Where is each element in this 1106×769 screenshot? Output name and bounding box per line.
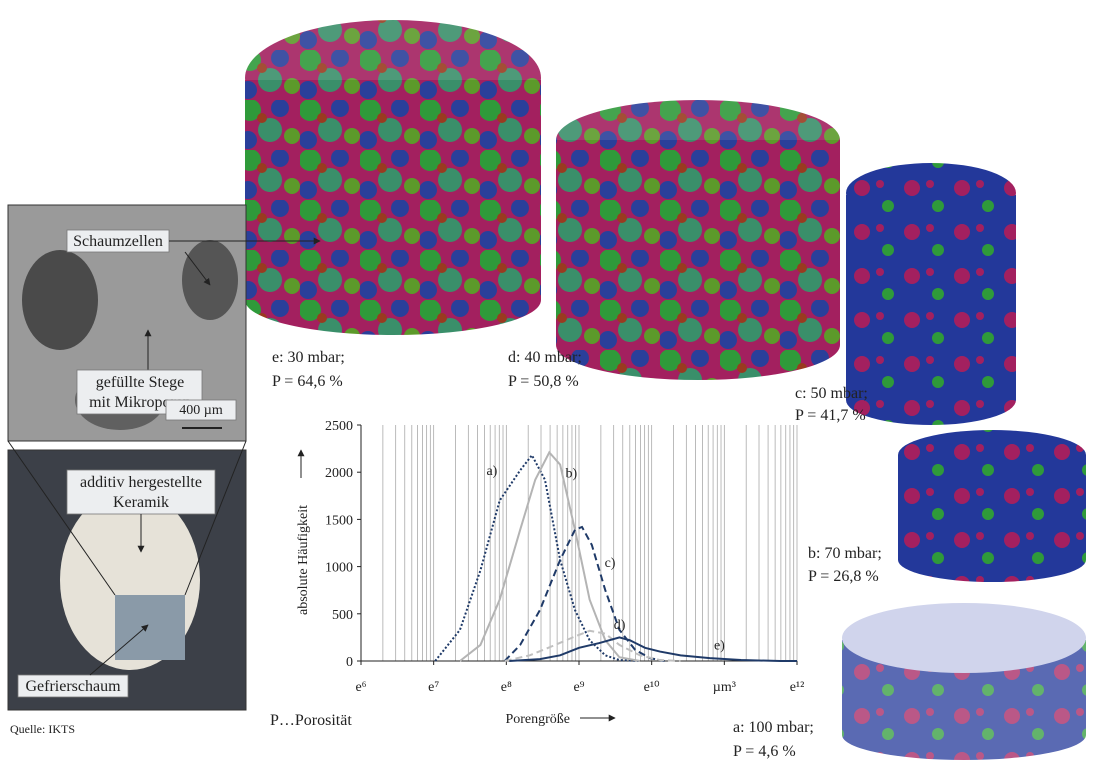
x-tick-label: e⁸ (501, 680, 512, 695)
note: P…Porosität (270, 712, 352, 729)
series-label: b) (565, 466, 577, 481)
callout: additiv hergestellte (80, 474, 202, 491)
sample-label: c: 50 mbar; (795, 385, 868, 402)
callout: Schaumzellen (73, 233, 163, 250)
y-tick-label: 500 (332, 608, 353, 623)
line (505, 631, 681, 661)
y-tick-label: 0 (346, 655, 353, 670)
series-label: a) (486, 464, 497, 479)
sample-label: e: 30 mbar; (272, 349, 345, 366)
sample-porosity: P = 50,8 % (508, 373, 579, 390)
cylinder-e (245, 20, 541, 335)
scale-label: 400 µm (179, 403, 223, 418)
sample-porosity: P = 26,8 % (808, 568, 879, 585)
sample-label: b: 70 mbar; (808, 545, 882, 562)
source: Quelle: IKTS (10, 722, 75, 736)
x-tick-label: e¹⁰ (644, 680, 660, 695)
callout: Gefrierschaum (25, 678, 121, 695)
callout: gefüllte Stege (96, 374, 184, 391)
freeze-foam (115, 595, 185, 660)
x-tick-label: e⁹ (573, 680, 584, 695)
series-label: c) (605, 556, 616, 571)
sample-porosity: P = 64,6 % (272, 373, 343, 390)
cylinder-a (842, 603, 1086, 760)
callout: Keramik (113, 494, 169, 511)
sample-porosity: P = 41,7 % (795, 407, 866, 424)
pore (182, 240, 238, 320)
y-tick-label: 2500 (325, 419, 353, 434)
pore (22, 250, 98, 350)
series-label: e) (714, 638, 725, 653)
y-tick-label: 1000 (325, 561, 353, 576)
x-tick-label: e⁷ (428, 680, 439, 695)
series-label: d) (614, 618, 626, 633)
x-tick-label: µm³ (713, 680, 736, 695)
y-tick-label: 2000 (325, 466, 353, 481)
x-tick-label: e¹² (790, 680, 805, 695)
cylinder-c (846, 163, 1016, 425)
page: Schaumzellen gefüllte Stege mit Mikropor… (0, 0, 1106, 769)
x-tick-label: e⁶ (355, 680, 366, 695)
y-axis-label: absolute Häufigkeit (296, 505, 311, 615)
y-tick-label: 1500 (325, 513, 353, 528)
cylinder-b (898, 430, 1086, 582)
x-axis-label: Porengröße (505, 712, 570, 727)
figure: Schaumzellen gefüllte Stege mit Mikropor… (0, 0, 1106, 764)
sample-label: d: 40 mbar; (508, 349, 582, 366)
sample-label: a: 100 mbar; (733, 719, 814, 736)
cylinder-d (556, 100, 840, 380)
sample-porosity: P = 4,6 % (733, 743, 796, 760)
